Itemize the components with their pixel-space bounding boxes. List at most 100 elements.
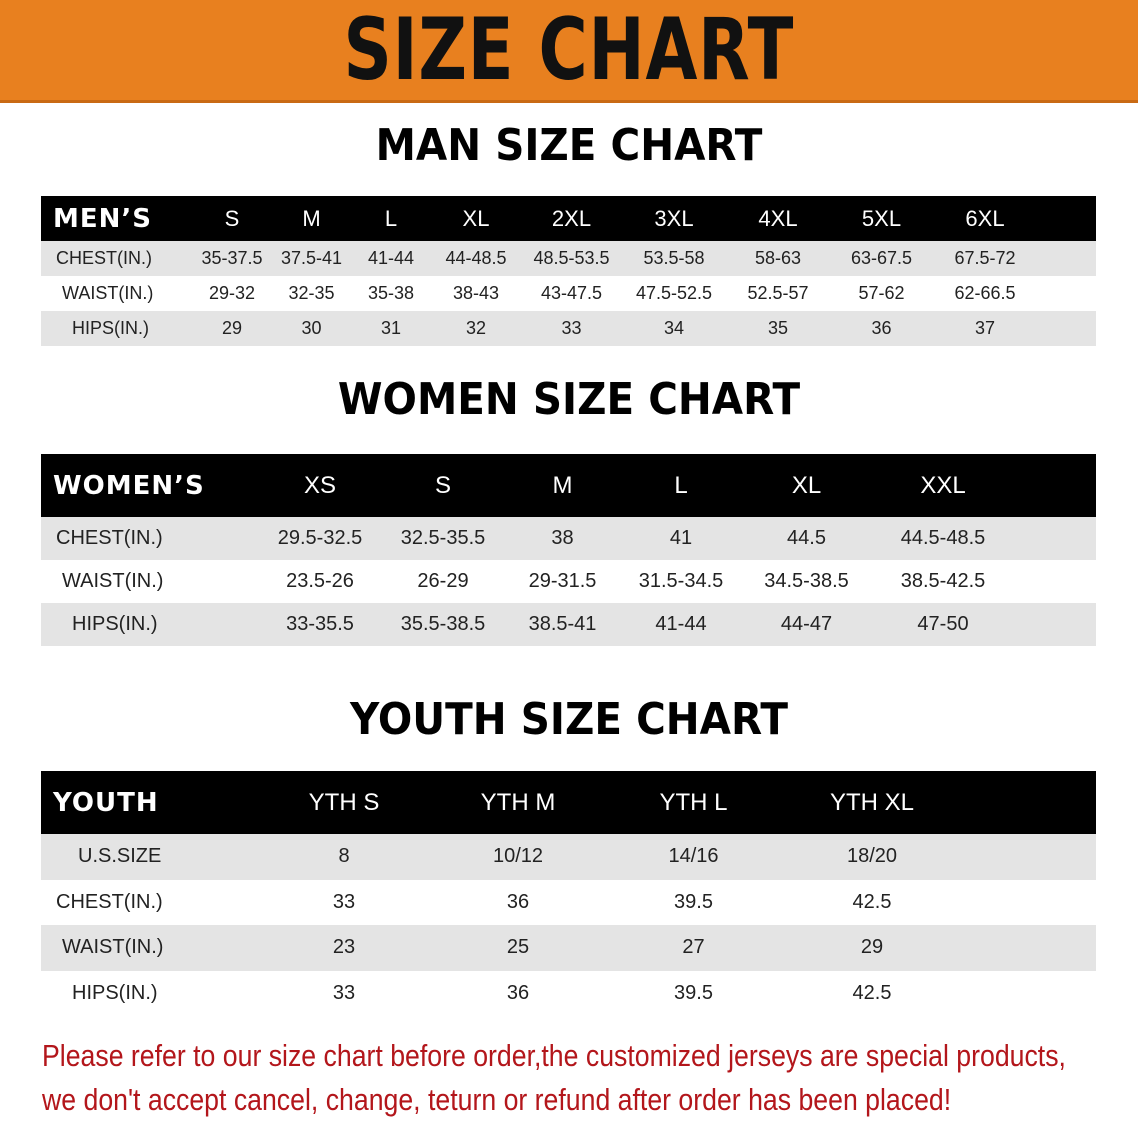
row-label: WAIST(IN.) [62, 283, 154, 303]
measurement-cell: 30 [301, 318, 322, 338]
size-column-header: 6XL [965, 205, 1005, 231]
measurement-cell: 37.5-41 [280, 248, 343, 268]
size-column-header: XS [303, 471, 336, 499]
measurement-cell: 25 [506, 936, 530, 959]
row-label: HIPS(IN.) [72, 613, 158, 635]
size-column-header: 4XL [758, 205, 798, 231]
table-row: HIPS(IN.) 33-35.5 35.5-38.5 38.5-41 41-44 44-… [41, 603, 1096, 646]
size-column-header: XXL [920, 471, 966, 499]
measurement-cell: 39.5 [674, 890, 713, 913]
size-column-header: L [674, 471, 688, 499]
youth-size-table: YOUTH YTH S YTH M YTH L YTH XL U.S.SIZE 8 10/12… [41, 771, 1096, 1016]
row-label: CHEST(IN.) [56, 890, 163, 913]
measurement-cell: 26-29 [417, 570, 469, 592]
measurement-cell: 62-66.5 [954, 283, 1016, 303]
measurement-cell: 34 [663, 318, 685, 338]
measurement-cell: 27 [682, 936, 705, 959]
size-column-header: S [434, 471, 451, 499]
size-column-header: XL [462, 205, 490, 231]
measurement-cell: 39.5 [674, 981, 713, 1004]
measurement-cell: 38.5-42.5 [900, 570, 986, 592]
men-size-table: MEN’S S M L XL 2XL 3XL 4XL 5XL 6XL CHEST(IN.) 35-37… [41, 196, 1096, 346]
size-column-header: XL [791, 471, 822, 499]
measurement-cell: 41-44 [367, 248, 415, 268]
measurement-cell: 35 [767, 318, 789, 338]
measurement-cell: 44.5 [787, 527, 826, 549]
measurement-cell: 8 [338, 845, 350, 868]
measurement-cell: 29-32 [208, 283, 256, 303]
table-row: WAIST(IN.) 29-32 32-35 35-38 38-43 43-47.5 47.… [41, 276, 1096, 311]
measurement-cell: 31 [380, 318, 402, 338]
measurement-cell: 33 [332, 890, 356, 913]
row-label: CHEST(IN.) [56, 248, 152, 268]
measurement-cell: 35-38 [367, 283, 415, 303]
row-label: U.S.SIZE [78, 845, 162, 868]
header-row: YOUTH YTH S YTH M YTH L YTH XL [41, 771, 1096, 834]
youth-section-title: YOUTH SIZE CHART [350, 694, 788, 745]
measurement-cell: 31.5-34.5 [638, 570, 724, 592]
row-label: HIPS(IN.) [72, 981, 158, 1004]
table-category-label: WOMEN’S [53, 470, 205, 501]
measurement-cell: 44.5-48.5 [900, 527, 986, 549]
header-row: MEN’S S M L XL 2XL 3XL 4XL 5XL 6XL [41, 196, 1096, 241]
measurement-cell: 57-62 [858, 283, 905, 303]
size-chart-banner: SIZE CHART [0, 0, 1138, 103]
women-section-title: WOMEN SIZE CHART [337, 374, 801, 425]
size-column-header: M [552, 471, 573, 499]
measurement-cell: 36 [506, 890, 530, 913]
table-category-label: MEN’S [53, 203, 152, 234]
measurement-cell: 42.5 [852, 890, 892, 913]
size-column-header: YTH M [480, 788, 556, 816]
measurement-cell: 33-35.5 [286, 613, 354, 635]
size-column-header: YTH L [659, 788, 728, 816]
size-column-header: S [224, 205, 240, 231]
size-column-header: 5XL [861, 205, 902, 231]
row-label: HIPS(IN.) [72, 318, 150, 338]
size-column-header: YTH S [308, 788, 380, 816]
measurement-cell: 47.5-52.5 [635, 283, 713, 303]
measurement-cell: 23.5-26 [286, 570, 354, 592]
measurement-cell: 58-63 [754, 248, 802, 268]
measurement-cell: 14/16 [668, 845, 719, 868]
measurement-cell: 44-47 [780, 613, 833, 635]
measurement-cell: 35.5-38.5 [400, 613, 486, 635]
measurement-cell: 29 [860, 936, 884, 959]
measurement-cell: 41 [669, 527, 693, 549]
measurement-cell: 43-47.5 [540, 283, 603, 303]
table-row: HIPS(IN.) 33 36 39.5 42.5 [41, 970, 1096, 1016]
table-row: WAIST(IN.) 23 25 27 29 [41, 925, 1096, 971]
women-size-table: WOMEN’S XS S M L XL XXL CHEST(IN.) 29.5-32.5 32.5… [41, 454, 1096, 646]
notice-line-2: we don't accept cancel, change, teturn o… [42, 1082, 952, 1117]
measurement-cell: 44-48.5 [445, 248, 507, 268]
measurement-cell: 32 [465, 318, 487, 338]
measurement-cell: 48.5-53.5 [533, 248, 610, 268]
measurement-cell: 29-31.5 [528, 570, 597, 592]
men-section-title: MAN SIZE CHART [375, 120, 763, 171]
measurement-cell: 37 [974, 318, 996, 338]
measurement-cell: 23 [332, 936, 356, 959]
header-row: WOMEN’S XS S M L XL XXL [41, 454, 1096, 517]
measurement-cell: 38-43 [452, 283, 500, 303]
size-column-header: L [384, 205, 398, 231]
measurement-cell: 32.5-35.5 [400, 527, 486, 549]
row-label: WAIST(IN.) [62, 570, 164, 592]
measurement-cell: 47-50 [917, 613, 969, 635]
measurement-cell: 36 [506, 981, 530, 1004]
measurement-cell: 67.5-72 [954, 248, 1016, 268]
table-row: CHEST(IN.) 33 36 39.5 42.5 [41, 879, 1096, 925]
measurement-cell: 10/12 [492, 845, 544, 868]
table-row: CHEST(IN.) 35-37.5 37.5-41 41-44 44-48.5 48.5… [41, 241, 1096, 276]
size-column-header: 2XL [551, 205, 592, 231]
measurement-cell: 18/20 [846, 845, 898, 868]
measurement-cell: 52.5-57 [747, 283, 809, 303]
measurement-cell: 41-44 [655, 613, 707, 635]
row-label: CHEST(IN.) [56, 527, 163, 549]
measurement-cell: 29 [221, 318, 243, 338]
size-column-header: M [302, 205, 321, 231]
size-column-header: 3XL [654, 205, 694, 231]
measurement-cell: 42.5 [852, 981, 892, 1004]
measurement-cell: 63-67.5 [850, 248, 913, 268]
measurement-cell: 32-35 [288, 283, 335, 303]
row-label: WAIST(IN.) [62, 936, 164, 959]
measurement-cell: 38 [551, 527, 574, 549]
